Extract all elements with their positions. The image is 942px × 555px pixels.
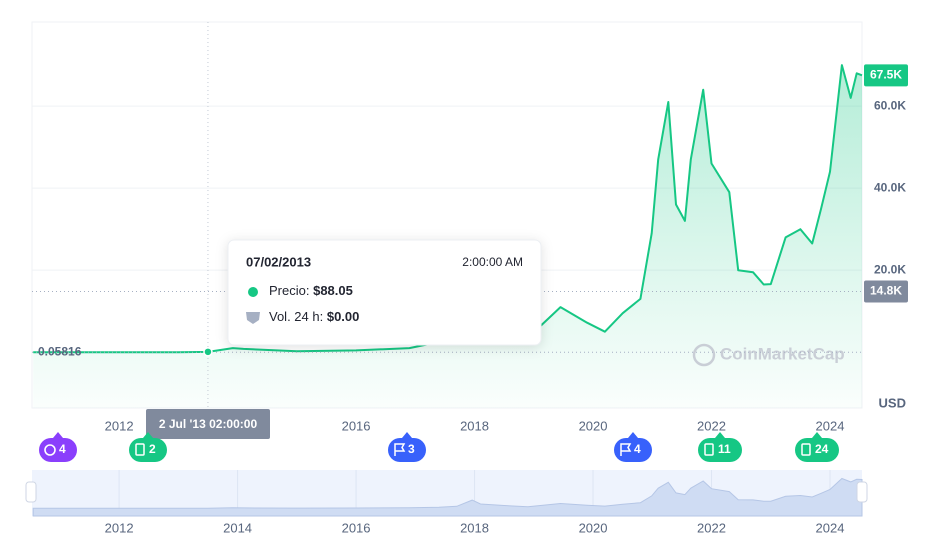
- x-tick-label: 2012: [105, 418, 134, 433]
- x-tick-label: 2016: [342, 418, 371, 433]
- volume-label-text: Vol. 24 h:: [269, 309, 323, 324]
- watermark: CoinMarketCap: [720, 344, 845, 363]
- hover-point: [203, 347, 213, 357]
- event-badge-bg: [129, 438, 167, 462]
- price-dot: [248, 287, 258, 297]
- price-label: Precio: $88.05: [269, 283, 353, 298]
- event-badge-count: 4: [59, 442, 66, 456]
- volume-label: Vol. 24 h: $0.00: [269, 309, 359, 324]
- price-label-text: Precio:: [269, 283, 309, 298]
- event-badge[interactable]: 2: [129, 432, 167, 462]
- x-tick-label: 2018: [460, 418, 489, 433]
- note-icon: [704, 443, 714, 456]
- event-badge-pointer: [143, 432, 153, 438]
- hover-value-badge: [864, 280, 908, 303]
- note-icon: [801, 443, 811, 456]
- navigator-tick-label: 2012: [105, 520, 134, 535]
- event-badge-pointer: [812, 432, 822, 438]
- price-line: [33, 64, 863, 354]
- navigator-tick-label: 2018: [460, 520, 489, 535]
- event-badge-count: 24: [815, 442, 829, 456]
- volume-value: $0.00: [327, 309, 360, 324]
- navigator-tick-label: 2016: [342, 520, 371, 535]
- watermark-logo: [692, 343, 716, 367]
- y-tick-label: 40.0K: [874, 180, 906, 194]
- x-tick-label: 2022: [697, 418, 726, 433]
- event-badge-count: 3: [408, 442, 415, 456]
- navigator-tick-label: 2020: [579, 520, 608, 535]
- y-tick-label: 60.0K: [874, 98, 906, 112]
- event-badge[interactable]: 4: [614, 432, 652, 462]
- navigator-area: [32, 477, 863, 517]
- event-badge[interactable]: 24: [795, 432, 839, 462]
- hover-date-box: [146, 409, 270, 439]
- event-badge-pointer: [53, 432, 63, 438]
- event-badge-pointer: [402, 432, 412, 438]
- event-badge-count: 11: [718, 442, 731, 456]
- tooltip-box: [227, 239, 542, 346]
- navigator-handle-left[interactable]: [25, 481, 37, 503]
- event-badge[interactable]: 4: [39, 432, 77, 462]
- hover-date: 2 Jul '13 02:00:00: [146, 409, 270, 439]
- last-value-label: 67.5K: [870, 67, 902, 81]
- tooltip-date: 07/02/2013: [246, 254, 311, 269]
- event-badge[interactable]: 3: [388, 432, 426, 462]
- event-badge-count: 4: [634, 442, 641, 456]
- currency: USD: [879, 395, 906, 410]
- x-tick-label: 2020: [579, 418, 608, 433]
- price-area: [33, 65, 862, 408]
- navigator-tick-label: 2024: [816, 520, 845, 535]
- event-badge-pointer: [628, 432, 638, 438]
- first-value-label: 0.05816: [38, 344, 82, 358]
- y-tick-label: 20.0K: [874, 262, 906, 276]
- tooltip: 07/02/2013 2:00:00 AM Precio: $88.05 Vol…: [227, 239, 542, 346]
- tooltip-time: 2:00:00 AM: [462, 255, 523, 269]
- event-badge-bg: [614, 438, 652, 462]
- event-badge-bg: [39, 438, 77, 462]
- hover-value-label: 14.8K: [870, 284, 902, 298]
- event-badge-bg: [388, 438, 426, 462]
- hover-date-label: 2 Jul '13 02:00:00: [159, 417, 258, 431]
- price-value: $88.05: [313, 283, 353, 298]
- history-icon: [44, 444, 56, 456]
- event-badge-pointer: [715, 432, 725, 438]
- event-badge-count: 2: [149, 442, 156, 456]
- last-value-badge: [864, 64, 908, 87]
- navigator-tick-label: 2014: [223, 520, 252, 535]
- flag-icon: [394, 443, 406, 456]
- volume-icon: [246, 312, 260, 324]
- note-icon: [135, 443, 145, 456]
- navigator-handle-right[interactable]: [856, 481, 868, 503]
- flag-icon: [620, 443, 632, 456]
- navigator-tick-label: 2022: [697, 520, 726, 535]
- event-badge[interactable]: 11: [698, 432, 742, 462]
- x-tick-label: 2024: [816, 418, 845, 433]
